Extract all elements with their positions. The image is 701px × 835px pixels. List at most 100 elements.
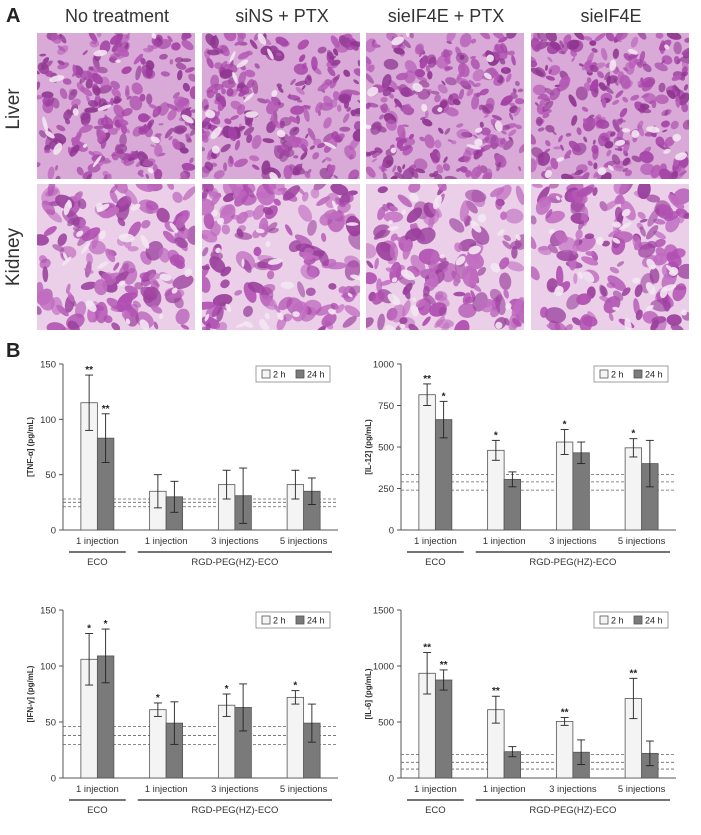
bar (286, 696, 305, 779)
legend-label: 2 h (611, 616, 624, 626)
group-label: ECO (425, 557, 446, 568)
significance-marker: * (631, 429, 635, 440)
significance-marker: ** (423, 374, 431, 385)
significance-marker: ** (440, 660, 448, 671)
x-tick-label: 3 injections (549, 784, 597, 795)
significance-marker: ** (561, 708, 569, 719)
significance-marker: ** (629, 668, 637, 679)
bar (149, 709, 167, 779)
liver-sieif4e-image (531, 33, 689, 179)
significance-marker: * (87, 624, 91, 635)
legend-swatch (633, 369, 643, 379)
y-tick-label: 1500 (373, 606, 394, 617)
chart-svg: 0 50 100 150 [IFN-γ] (pg/mL) * * * * * 1 injection… (26, 606, 338, 816)
chart-il-12: 0 250 500 750 1000 [IL-12] (pg/mL) ** * * * * 1 inj… (356, 352, 686, 582)
legend (255, 611, 331, 629)
group-label: ECO (87, 557, 108, 568)
x-tick-label: 1 injection (483, 536, 526, 547)
group-label: RGD-PEG(HZ)-ECO (529, 805, 616, 816)
y-axis-label: [TNF-α] (pg/mL) (26, 417, 35, 477)
x-tick-label: 1 injection (145, 536, 188, 547)
bar (572, 452, 590, 531)
column-label-no-treatment: No treatment (64, 6, 170, 26)
group-label: RGD-PEG(HZ)-ECO (191, 557, 278, 568)
legend-swatch (261, 369, 271, 379)
bar (624, 447, 643, 531)
kidney-sieif4e-ptx-image (366, 184, 524, 330)
legend-swatch (295, 369, 305, 379)
bar (434, 679, 453, 779)
legend-label: 24 h (645, 616, 663, 626)
y-tick-label: 250 (378, 484, 394, 495)
x-tick-label: 1 injection (76, 784, 119, 795)
significance-marker: * (442, 391, 446, 402)
legend-label: 24 h (307, 616, 325, 626)
group-label: ECO (87, 805, 108, 816)
y-axis-label: [IL-12] (pg/mL) (364, 419, 373, 475)
y-tick-label: 1000 (373, 662, 394, 673)
liver-sieif4e-ptx-image (366, 33, 524, 179)
significance-marker: ** (492, 686, 500, 697)
legend-swatch (633, 615, 643, 625)
significance-marker: * (293, 681, 297, 692)
x-tick-label: 1 injection (414, 536, 457, 547)
liver-no-treatment-image (37, 33, 195, 179)
chart-ifn-gamma: 0 50 100 150 [IFN-γ] (pg/mL) * * * * * 1 injection… (18, 598, 348, 830)
significance-marker: * (104, 619, 108, 630)
legend-swatch (261, 615, 271, 625)
group-label: ECO (425, 805, 446, 816)
x-tick-label: 5 injections (618, 784, 666, 795)
x-tick-label: 1 injection (483, 784, 526, 795)
x-tick-label: 5 injections (280, 784, 328, 795)
chart-il-6: 0 500 1000 1500 [IL-6] (pg/mL) ** ** ** ** ** 1 in… (356, 598, 686, 830)
x-tick-label: 5 injections (618, 536, 666, 547)
bar (555, 441, 574, 531)
significance-marker: ** (423, 643, 431, 654)
column-label-sieif4e-ptx: sieIF4E + PTX (387, 6, 505, 26)
panel-a-letter: A (6, 5, 21, 27)
y-tick-label: 0 (51, 526, 56, 537)
significance-marker: * (494, 430, 498, 441)
significance-marker: * (563, 420, 567, 431)
column-label-sins-ptx: siNS + PTX (235, 6, 329, 26)
y-tick-label: 100 (40, 662, 56, 673)
x-tick-label: 3 injections (211, 784, 259, 795)
kidney-sins-ptx-image (202, 184, 360, 330)
legend (593, 611, 669, 629)
x-tick-label: 3 injections (549, 536, 597, 547)
chart-tnf-alpha: 0 50 100 150 [TNF-α] (pg/mL) ** ** 1 injection 1… (18, 352, 348, 582)
legend (593, 365, 669, 383)
y-tick-label: 150 (40, 360, 56, 371)
bar (555, 721, 574, 779)
y-tick-label: 50 (45, 470, 56, 481)
legend-label: 2 h (273, 616, 286, 626)
significance-marker: * (156, 693, 160, 704)
liver-sins-ptx-image (202, 33, 360, 179)
bar (487, 449, 505, 531)
bar (418, 394, 436, 531)
group-label: RGD-PEG(HZ)-ECO (191, 805, 278, 816)
kidney-sieif4e-image (531, 184, 689, 330)
chart-svg: 0 50 100 150 [TNF-α] (pg/mL) ** ** 1 injection 1… (26, 360, 338, 568)
legend-swatch (295, 615, 305, 625)
y-tick-label: 50 (45, 718, 56, 729)
y-tick-label: 100 (40, 415, 56, 426)
y-tick-label: 0 (389, 774, 394, 785)
significance-marker: ** (85, 365, 93, 376)
y-axis-label: [IL-6] (pg/mL) (364, 668, 373, 719)
group-label: RGD-PEG(HZ)-ECO (529, 557, 616, 568)
x-tick-label: 1 injection (145, 784, 188, 795)
y-tick-label: 150 (40, 606, 56, 617)
y-tick-label: 1000 (373, 360, 394, 371)
x-tick-label: 5 injections (280, 536, 328, 547)
row-label-kidney: Kidney (3, 227, 24, 287)
significance-marker: * (225, 684, 229, 695)
panel-b-letter: B (6, 340, 21, 362)
legend (255, 365, 331, 383)
y-tick-label: 750 (378, 401, 394, 412)
y-axis-label: [IFN-γ] (pg/mL) (26, 665, 35, 722)
y-tick-label: 0 (389, 526, 394, 537)
x-tick-label: 1 injection (76, 536, 119, 547)
x-tick-label: 3 injections (211, 536, 259, 547)
